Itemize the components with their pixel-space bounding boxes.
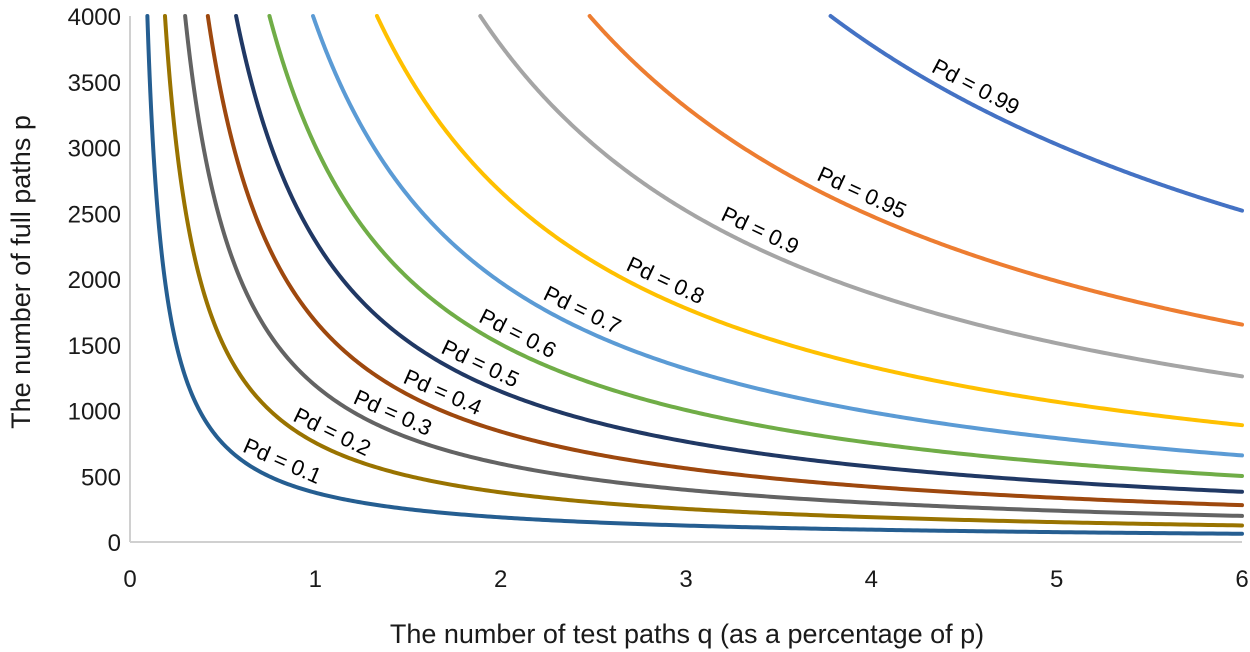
series-line (183, 14, 1244, 518)
series-line (311, 14, 1244, 458)
x-axis-title: The number of test paths q (as a percent… (390, 619, 984, 649)
x-tick-label: 4 (865, 566, 878, 593)
y-tick-label: 500 (81, 464, 121, 491)
y-tick-label: 3500 (68, 70, 121, 97)
series-line (374, 14, 1244, 428)
y-tick-label: 1500 (68, 333, 121, 360)
x-tick-label: 2 (494, 566, 507, 593)
x-tick-label: 6 (1235, 566, 1248, 593)
y-tick-label: 3000 (68, 136, 121, 163)
series-line (478, 14, 1244, 379)
y-tick-label: 4000 (68, 4, 121, 31)
series-line (205, 14, 1244, 508)
y-axis-title: The number of full paths p (6, 115, 36, 429)
x-tick-label: 5 (1050, 566, 1063, 593)
x-tick-label: 0 (123, 566, 136, 593)
series-label: Pd = 0.95 (814, 161, 911, 223)
series-line (234, 14, 1244, 494)
y-tick-label: 2000 (68, 267, 121, 294)
y-tick-label: 2500 (68, 201, 121, 228)
x-tick-label: 1 (309, 566, 322, 593)
series-line (587, 14, 1244, 327)
series-line (145, 14, 1244, 536)
axes-layer (129, 16, 1242, 543)
y-tick-label: 0 (108, 530, 121, 557)
x-tick-labels: 0 1 2 3 4 5 6 (123, 566, 1248, 593)
series-line (162, 14, 1244, 528)
y-tick-label: 1000 (68, 399, 121, 426)
y-tick-labels: 0 500 1000 1500 2000 2500 3000 3500 4000 (68, 4, 121, 557)
series-line (267, 14, 1244, 479)
curves-layer (145, 14, 1244, 536)
series-line (828, 14, 1244, 213)
x-tick-label: 3 (679, 566, 692, 593)
